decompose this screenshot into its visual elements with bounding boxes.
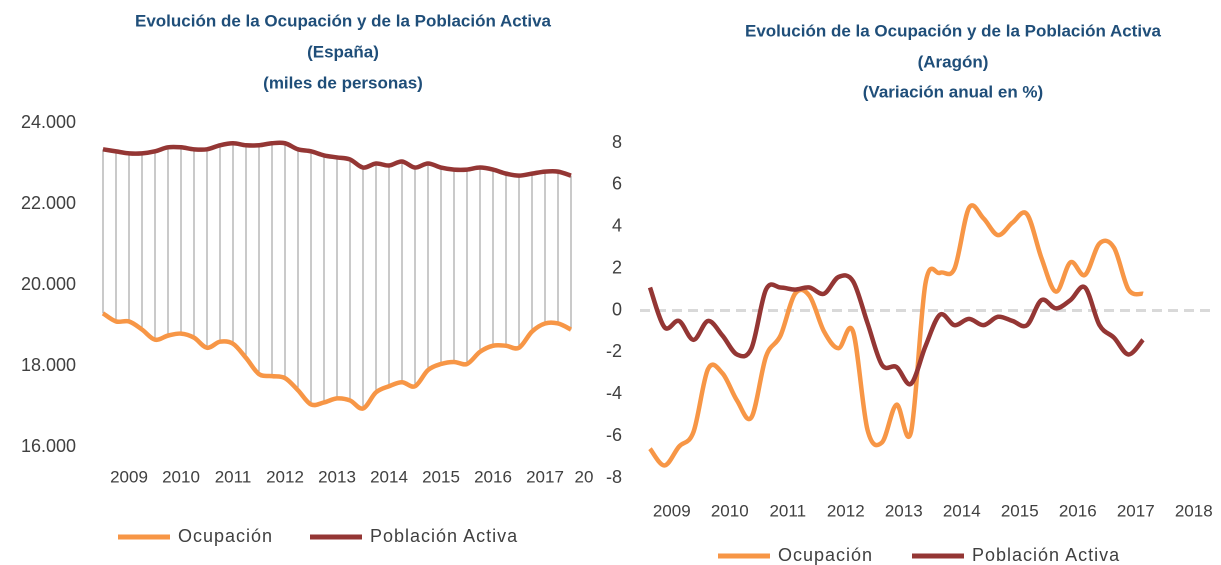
chart-title: Evolución de la Ocupación y de la Poblac…: [745, 21, 1162, 40]
x-tick-label: 2016: [474, 467, 512, 486]
x-tick-label: 2015: [1001, 501, 1039, 520]
x-tick-label: 2016: [1059, 501, 1097, 520]
x-tick-label: 2011: [769, 501, 806, 520]
x-tick-label: 2012: [827, 501, 865, 520]
y-tick-label: 0: [612, 299, 622, 319]
series-line: [102, 140, 572, 178]
x-tick-label: 2013: [318, 467, 356, 486]
chart-subtitle: (Aragón): [918, 52, 989, 71]
y-tick-label: 24.000: [21, 112, 76, 132]
y-tick-label: 2: [612, 257, 622, 277]
legend-label: Ocupación: [178, 526, 273, 546]
y-tick-label: -4: [606, 383, 622, 403]
x-tick-label: 2009: [653, 501, 691, 520]
y-tick-label: 20.000: [21, 274, 76, 294]
y-tick-label: 18.000: [21, 355, 76, 375]
series-line: [647, 273, 1145, 387]
chart-subtitle: (Variación anual en %): [863, 82, 1043, 101]
y-tick-label: -6: [606, 425, 622, 445]
y-tick-label: -8: [606, 467, 622, 487]
legend-label: Población Activa: [370, 526, 518, 546]
y-tick-label: 22.000: [21, 193, 76, 213]
y-tick-label: 6: [612, 174, 622, 194]
x-tick-label: 2013: [885, 501, 923, 520]
chart-subtitle: (España): [307, 42, 379, 61]
y-tick-label: -2: [606, 341, 622, 361]
x-tick-label: 2015: [422, 467, 460, 486]
series-line: [101, 311, 573, 411]
x-tick-label: 2017: [1117, 501, 1155, 520]
x-tick-label: 2018: [1175, 501, 1213, 520]
chart-title: Evolución de la Ocupación y de la Poblac…: [135, 11, 552, 30]
x-tick-label: 2009: [110, 467, 148, 486]
x-tick-label: 20: [575, 467, 594, 486]
x-tick-label: 2012: [266, 467, 304, 486]
y-tick-label: 8: [612, 132, 622, 152]
x-tick-label: 2010: [711, 501, 749, 520]
x-tick-label: 2014: [370, 467, 408, 486]
chart-subtitle: (miles de personas): [263, 73, 423, 92]
legend-label: Ocupación: [778, 545, 873, 565]
series-line: [648, 203, 1144, 468]
x-tick-label: 2010: [162, 467, 200, 486]
y-tick-label: 4: [612, 216, 622, 236]
y-tick-label: 16.000: [21, 436, 76, 456]
x-tick-label: 2014: [943, 501, 981, 520]
legend-label: Población Activa: [972, 545, 1120, 565]
x-tick-label: 2017: [526, 467, 564, 486]
x-tick-label: 2011: [215, 467, 252, 486]
